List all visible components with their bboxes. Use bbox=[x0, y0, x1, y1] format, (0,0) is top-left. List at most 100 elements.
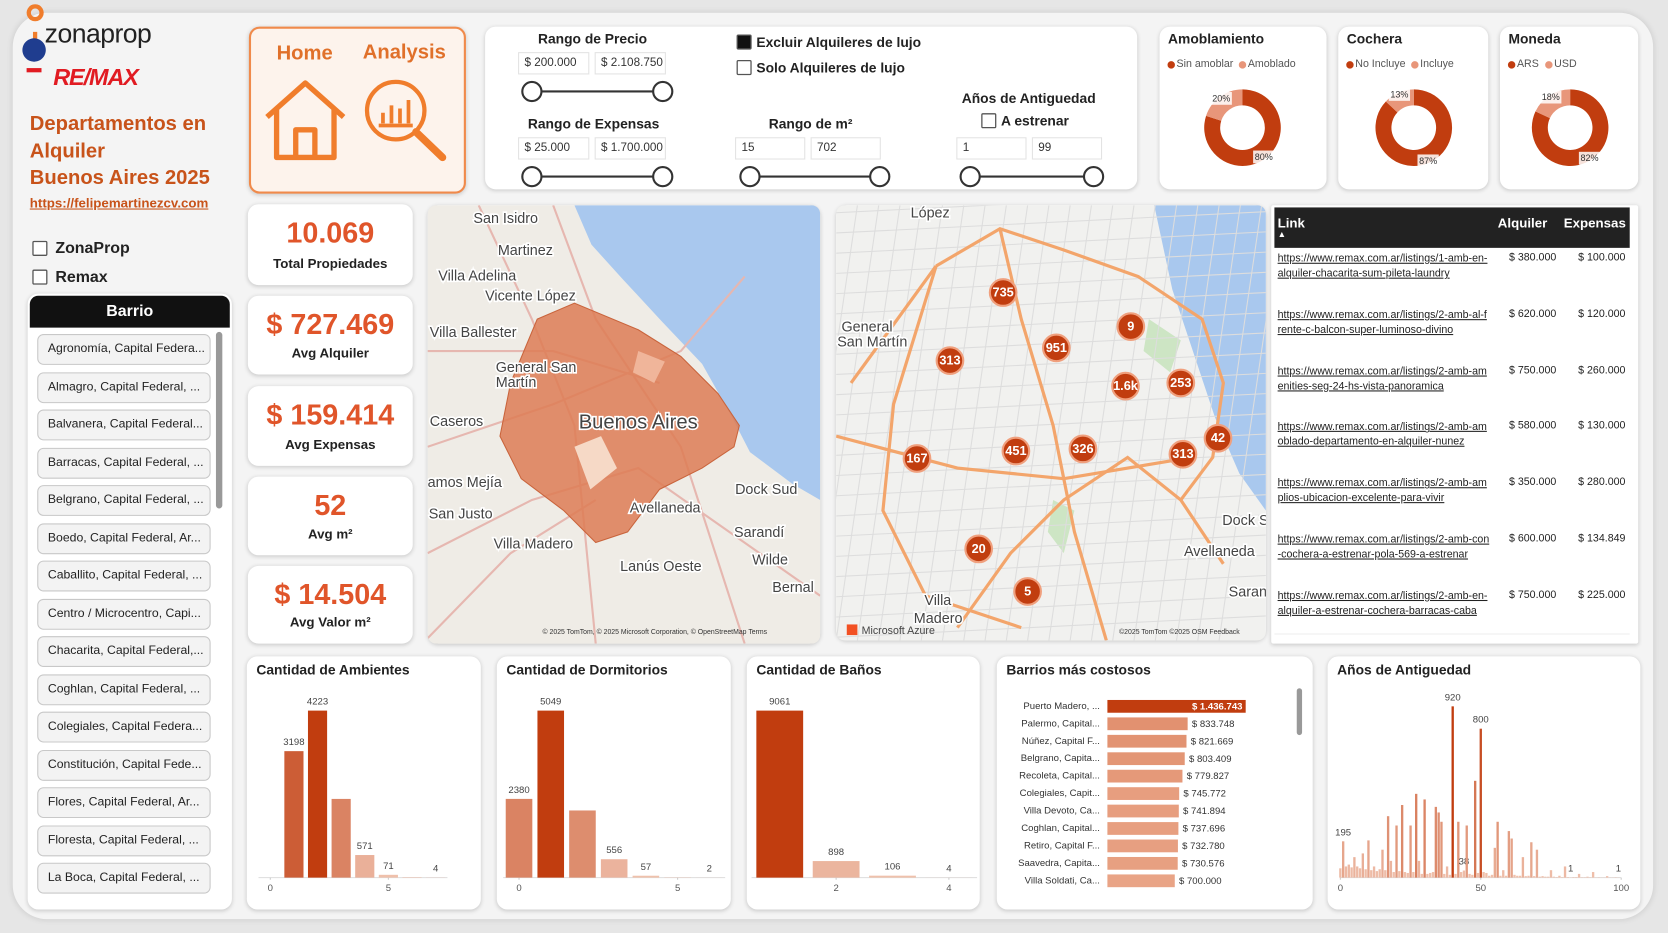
slicer-item[interactable]: Chacarita, Capital Federal,... bbox=[47, 644, 204, 658]
map-cluster-label: 313 bbox=[1172, 446, 1193, 461]
table-header-cell[interactable]: Expensas bbox=[1563, 215, 1626, 231]
map-street bbox=[836, 494, 1266, 517]
table-link[interactable]: https://www.remax.com.ar/listings/2-amb-… bbox=[1277, 365, 1487, 393]
data-label: 3198 bbox=[283, 737, 304, 748]
kpi-value: $ 727.469 bbox=[266, 308, 395, 341]
bar bbox=[1342, 841, 1345, 878]
bar bbox=[1107, 752, 1185, 766]
bar bbox=[1386, 816, 1390, 878]
bar bbox=[1586, 876, 1589, 878]
data-label: 2380 bbox=[508, 785, 529, 796]
table-header-cell[interactable]: Alquiler bbox=[1497, 215, 1548, 231]
slicer-item[interactable]: La Boca, Capital Federal, ... bbox=[47, 871, 200, 885]
filter-input-text[interactable]: 1 bbox=[962, 141, 970, 155]
table-link[interactable]: https://www.remax.com.ar/listings/2-amb-… bbox=[1277, 309, 1487, 336]
card bbox=[247, 476, 413, 556]
page-title: Buenos Aires 2025 bbox=[29, 167, 210, 190]
filter-input-text[interactable]: $ 200.000 bbox=[524, 56, 577, 70]
azure-logo bbox=[846, 624, 858, 636]
slicer-item-box bbox=[37, 673, 211, 705]
slicer-item[interactable]: Boedo, Capital Federal, Ar... bbox=[47, 531, 201, 545]
map-attribution: © 2025 TomTom, © 2025 Microsoft Corporat… bbox=[543, 628, 768, 636]
legend-swatch bbox=[1545, 61, 1553, 69]
option-label[interactable]: A estrenar bbox=[1001, 112, 1069, 129]
bar bbox=[284, 751, 304, 878]
nav-analysis[interactable]: Analysis bbox=[362, 41, 446, 64]
filter-input-text[interactable]: 702 bbox=[816, 141, 837, 155]
brand-zonaprop: zonaprop bbox=[44, 19, 152, 49]
map-street bbox=[836, 595, 1266, 618]
map-label: Wilde bbox=[752, 552, 788, 568]
luxury-label[interactable]: Excluir Alquileres de lujo bbox=[756, 34, 922, 50]
map-cluster-label: 313 bbox=[939, 353, 960, 368]
sort-arrow: ▲ bbox=[1277, 229, 1287, 240]
slicer-item[interactable]: Agronomía, Capital Federa... bbox=[47, 342, 205, 356]
bar bbox=[1558, 875, 1561, 878]
bar bbox=[1412, 872, 1415, 878]
filter-input-text[interactable]: 99 bbox=[1038, 141, 1052, 155]
bar bbox=[1417, 860, 1421, 878]
data-label: $ 1.436.743 bbox=[1192, 701, 1243, 712]
slicer-item[interactable]: Barracas, Capital Federal, ... bbox=[47, 455, 204, 469]
filter-input-text[interactable]: $ 25.000 bbox=[524, 141, 571, 155]
map-region bbox=[499, 302, 740, 544]
map-street bbox=[836, 205, 901, 641]
author-link[interactable]: https://felipemartinezcv.com bbox=[29, 195, 209, 211]
nav-home[interactable]: Home bbox=[276, 42, 333, 65]
data-label: 4223 bbox=[307, 697, 328, 708]
map-label: Villa Madero bbox=[494, 536, 574, 552]
filter-input-text[interactable]: 15 bbox=[741, 141, 755, 155]
slicer-item[interactable]: Constitución, Capital Fede... bbox=[47, 757, 202, 771]
filter-input-text[interactable]: $ 2.108.750 bbox=[601, 56, 663, 70]
slicer-item[interactable]: Colegiales, Capital Federa... bbox=[47, 720, 203, 733]
slicer-item[interactable]: Coghlan, Capital Federal, ... bbox=[47, 682, 201, 696]
map-cluster bbox=[988, 278, 1018, 307]
table-link[interactable]: https://www.remax.com.ar/listings/2-amb-… bbox=[1277, 421, 1487, 449]
slicer-item[interactable]: Flores, Capital Federal, Ar... bbox=[47, 795, 200, 809]
y-tick-label: Recoleta, Capital... bbox=[1019, 771, 1100, 782]
table-link[interactable]: https://www.remax.com.ar/listings/2-amb-… bbox=[1277, 534, 1490, 561]
bar bbox=[1389, 860, 1393, 878]
bar bbox=[1107, 699, 1246, 713]
data-label: 80% bbox=[1255, 152, 1273, 162]
map-cluster bbox=[964, 534, 994, 564]
slicer-item[interactable]: Balvanera, Capital Federal... bbox=[47, 418, 203, 431]
slicer-item-box bbox=[37, 598, 211, 630]
map-highway bbox=[849, 265, 938, 384]
bar bbox=[600, 859, 628, 878]
slicer-item[interactable]: Floresta, Capital Federal, ... bbox=[47, 833, 199, 847]
table-link[interactable]: https://www.remax.com.ar/listings/1-amb-… bbox=[1277, 253, 1488, 280]
map-street bbox=[836, 231, 1266, 254]
x-tick-label: 5 bbox=[386, 883, 391, 894]
map-label: Dock Sud bbox=[735, 482, 797, 498]
slicer-header bbox=[29, 295, 230, 328]
source-label[interactable]: ZonaProp bbox=[55, 239, 130, 258]
bar bbox=[1544, 876, 1547, 878]
slicer-item[interactable]: Belgrano, Capital Federal, ... bbox=[47, 493, 204, 507]
slicer-item[interactable]: Caballito, Capital Federal, ... bbox=[47, 569, 203, 582]
bar bbox=[1566, 877, 1570, 878]
map-label: Avellaneda bbox=[1184, 544, 1255, 560]
legend-label: Sin amoblar bbox=[1176, 58, 1234, 71]
data-label: 18% bbox=[1542, 92, 1560, 102]
luxury-checkbox bbox=[736, 59, 752, 76]
data-label: 195 bbox=[1335, 827, 1351, 838]
slicer-item-box bbox=[37, 636, 211, 667]
table-header-cell[interactable]: Link bbox=[1277, 215, 1305, 231]
bar bbox=[1429, 872, 1432, 878]
table-link[interactable]: https://www.remax.com.ar/listings/2-amb-… bbox=[1277, 590, 1488, 617]
bar bbox=[1372, 866, 1376, 878]
data-label-bg bbox=[1540, 90, 1562, 104]
luxury-label[interactable]: Solo Alquileres de lujo bbox=[756, 59, 905, 76]
y-tick-label: Núñez, Capital F... bbox=[1022, 736, 1100, 747]
slicer-item[interactable]: Almagro, Capital Federal, ... bbox=[47, 380, 201, 394]
source-label[interactable]: Remax bbox=[55, 268, 108, 287]
x-tick-label: 2 bbox=[833, 883, 838, 894]
slicer-item[interactable]: Centro / Microcentro, Capi... bbox=[47, 606, 201, 620]
table-link[interactable]: https://www.remax.com.ar/listings/2-amb-… bbox=[1277, 477, 1487, 505]
slider-handle bbox=[652, 80, 674, 103]
map-street bbox=[836, 312, 1266, 335]
legend-swatch bbox=[1507, 61, 1516, 69]
map-street bbox=[1133, 205, 1199, 641]
filter-input-text[interactable]: $ 1.700.000 bbox=[601, 141, 663, 155]
